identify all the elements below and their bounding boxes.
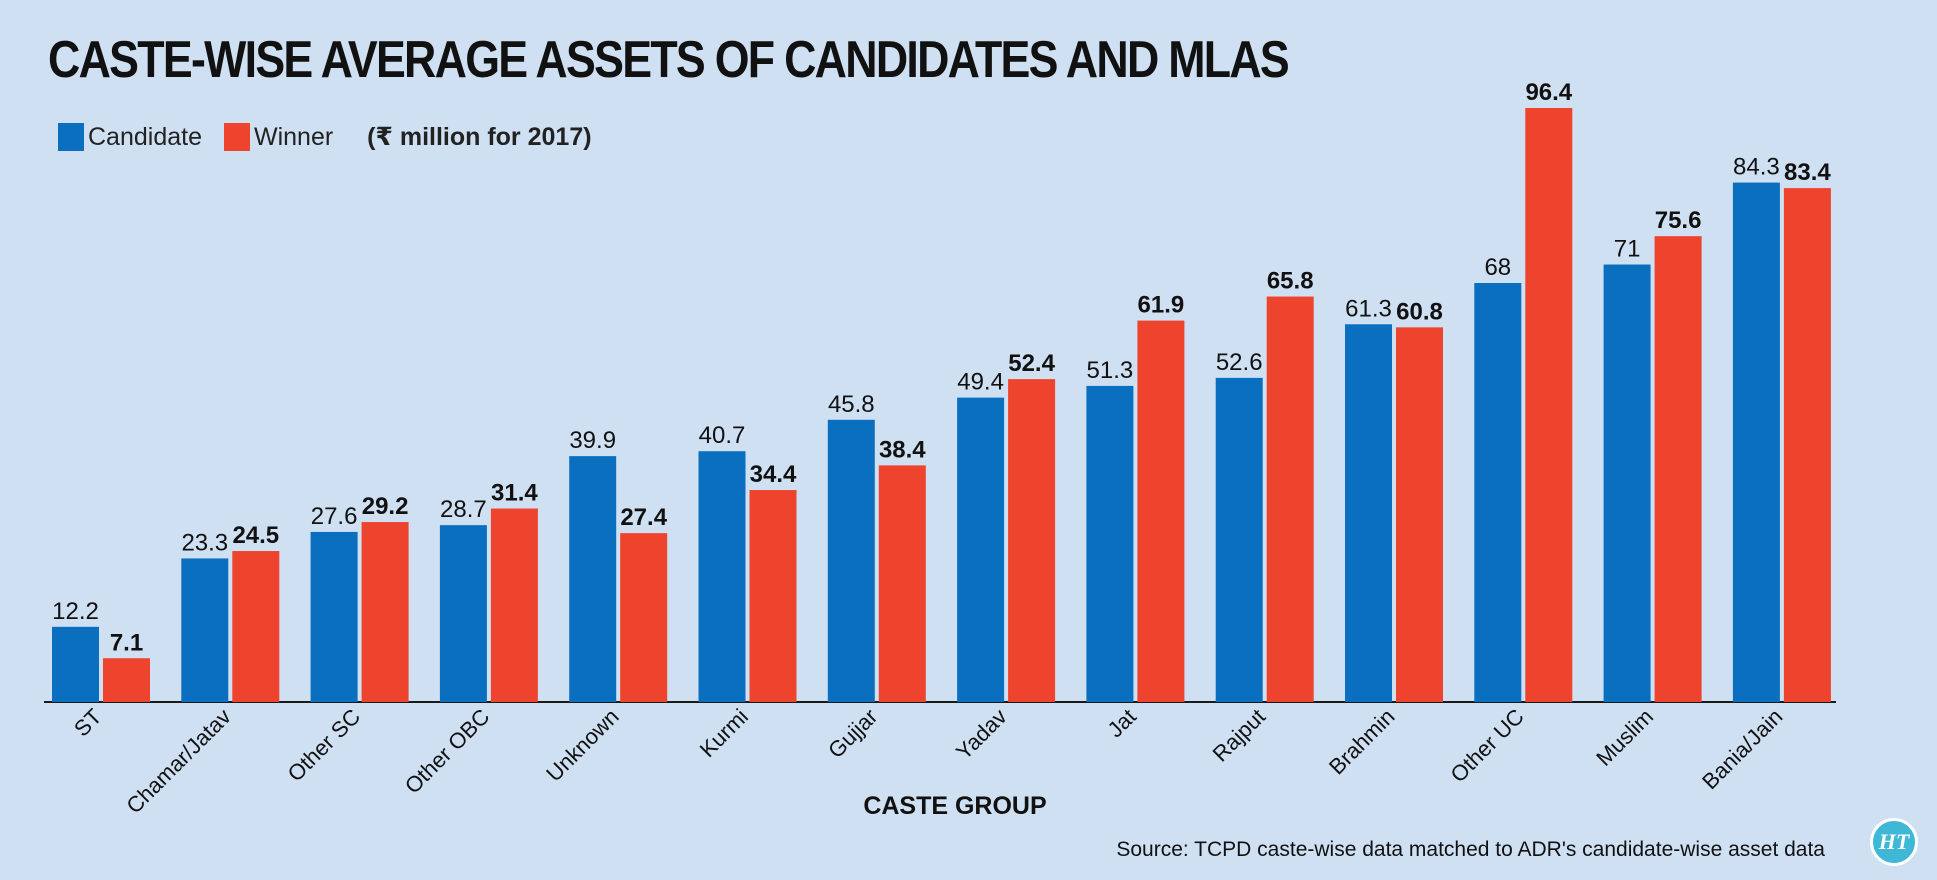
data-label-winner-13: 83.4: [1784, 159, 1831, 186]
source-note: Source: TCPD caste-wise data matched to …: [1116, 838, 1825, 861]
bar-candidate-9: [1215, 377, 1263, 702]
data-label-candidate-8: 51.3: [1087, 357, 1134, 384]
x-tick-label-3: Other OBC: [400, 704, 495, 799]
bar-candidate-0: [52, 626, 99, 702]
data-label-candidate-5: 40.7: [699, 422, 746, 449]
bar-winner-9: [1266, 296, 1314, 702]
bar-winner-2: [361, 522, 409, 702]
bar-candidate-13: [1732, 182, 1780, 702]
x-tick-label-9: Rajput: [1208, 704, 1271, 767]
bar-winner-13: [1783, 188, 1831, 702]
legend-swatch-winner: [223, 123, 250, 151]
bar-candidate-3: [439, 525, 487, 702]
bar-candidate-11: [1474, 282, 1522, 702]
bar-candidate-8: [1086, 385, 1134, 702]
x-tick-label-8: Jat: [1102, 704, 1140, 742]
chart-title: CASTE-WISE AVERAGE ASSETS OF CANDIDATES …: [48, 31, 1290, 89]
legend-label-candidate: Candidate: [88, 122, 202, 151]
x-tick-label-1: Chamar/Jatav: [121, 704, 236, 819]
x-tick-label-12: Muslim: [1591, 704, 1658, 771]
bar-winner-7: [1008, 379, 1056, 702]
data-label-candidate-9: 52.6: [1216, 349, 1263, 376]
x-axis-title: CASTE GROUP: [863, 792, 1046, 820]
bar-winner-0: [103, 658, 150, 702]
data-label-winner-12: 75.6: [1655, 207, 1702, 234]
data-label-winner-8: 61.9: [1138, 292, 1185, 319]
bar-candidate-4: [569, 456, 617, 702]
data-label-winner-9: 65.8: [1267, 268, 1314, 295]
bar-winner-5: [749, 490, 797, 702]
legend-item-candidate: Candidate: [58, 123, 202, 152]
bar-winner-8: [1137, 320, 1185, 702]
x-tick-label-2: Other SC: [283, 704, 366, 787]
data-label-winner-0: 7.1: [110, 629, 143, 656]
ht-logo: HT: [1870, 818, 1918, 866]
x-tick-label-13: Bania/Jain: [1697, 704, 1787, 794]
x-tick-label-6: Gujjar: [823, 704, 882, 763]
units-label: (₹ million for 2017): [367, 123, 592, 151]
x-tick-label-4: Unknown: [541, 704, 624, 787]
bar-candidate-2: [310, 531, 358, 702]
data-label-candidate-1: 23.3: [181, 529, 228, 556]
bar-winner-12: [1654, 236, 1702, 703]
data-label-candidate-10: 61.3: [1345, 295, 1392, 322]
bar-candidate-12: [1603, 264, 1651, 702]
bar-winner-4: [620, 533, 668, 702]
data-label-winner-6: 38.4: [879, 436, 926, 463]
data-label-candidate-0: 12.2: [52, 598, 99, 625]
bar-winner-3: [490, 508, 538, 702]
x-tick-label-0: ST: [69, 704, 107, 742]
x-tick-label-11: Other UC: [1445, 704, 1528, 787]
data-label-winner-3: 31.4: [491, 480, 538, 507]
data-label-candidate-2: 27.6: [311, 503, 358, 530]
legend-item-winner: Winner: [223, 122, 334, 152]
bar-candidate-6: [827, 419, 875, 702]
data-label-winner-5: 34.4: [750, 461, 797, 488]
bar-winner-1: [232, 551, 280, 702]
legend-swatch-candidate: [58, 123, 84, 151]
bar-winner-11: [1525, 108, 1573, 702]
legend: Candidate Winner (₹ million for 2017): [58, 122, 592, 152]
data-label-winner-11: 96.4: [1525, 79, 1572, 106]
x-tick-label-10: Brahmin: [1324, 704, 1400, 780]
data-label-candidate-4: 39.9: [569, 427, 616, 454]
data-label-winner-7: 52.4: [1008, 350, 1055, 377]
legend-label-winner: Winner: [253, 122, 334, 151]
bar-winner-6: [878, 465, 926, 702]
data-label-candidate-12: 71: [1614, 236, 1641, 263]
data-label-candidate-13: 84.3: [1733, 154, 1780, 181]
bar-candidate-1: [181, 558, 229, 702]
bar-candidate-5: [698, 451, 746, 702]
x-tick-label-5: Kurmi: [695, 704, 753, 762]
bar-candidate-10: [1345, 324, 1392, 702]
data-label-winner-4: 27.4: [620, 504, 667, 531]
data-label-candidate-11: 68: [1484, 254, 1511, 281]
bar-candidate-7: [957, 397, 1005, 702]
data-label-winner-2: 29.2: [362, 493, 409, 520]
data-label-candidate-6: 45.8: [828, 391, 875, 418]
x-tick-label-7: Yadav: [951, 704, 1012, 765]
data-label-candidate-7: 49.4: [957, 369, 1004, 396]
data-label-winner-1: 24.5: [232, 522, 279, 549]
bar-winner-10: [1396, 327, 1443, 702]
data-label-candidate-3: 28.7: [440, 496, 487, 523]
data-label-winner-10: 60.8: [1396, 298, 1443, 325]
